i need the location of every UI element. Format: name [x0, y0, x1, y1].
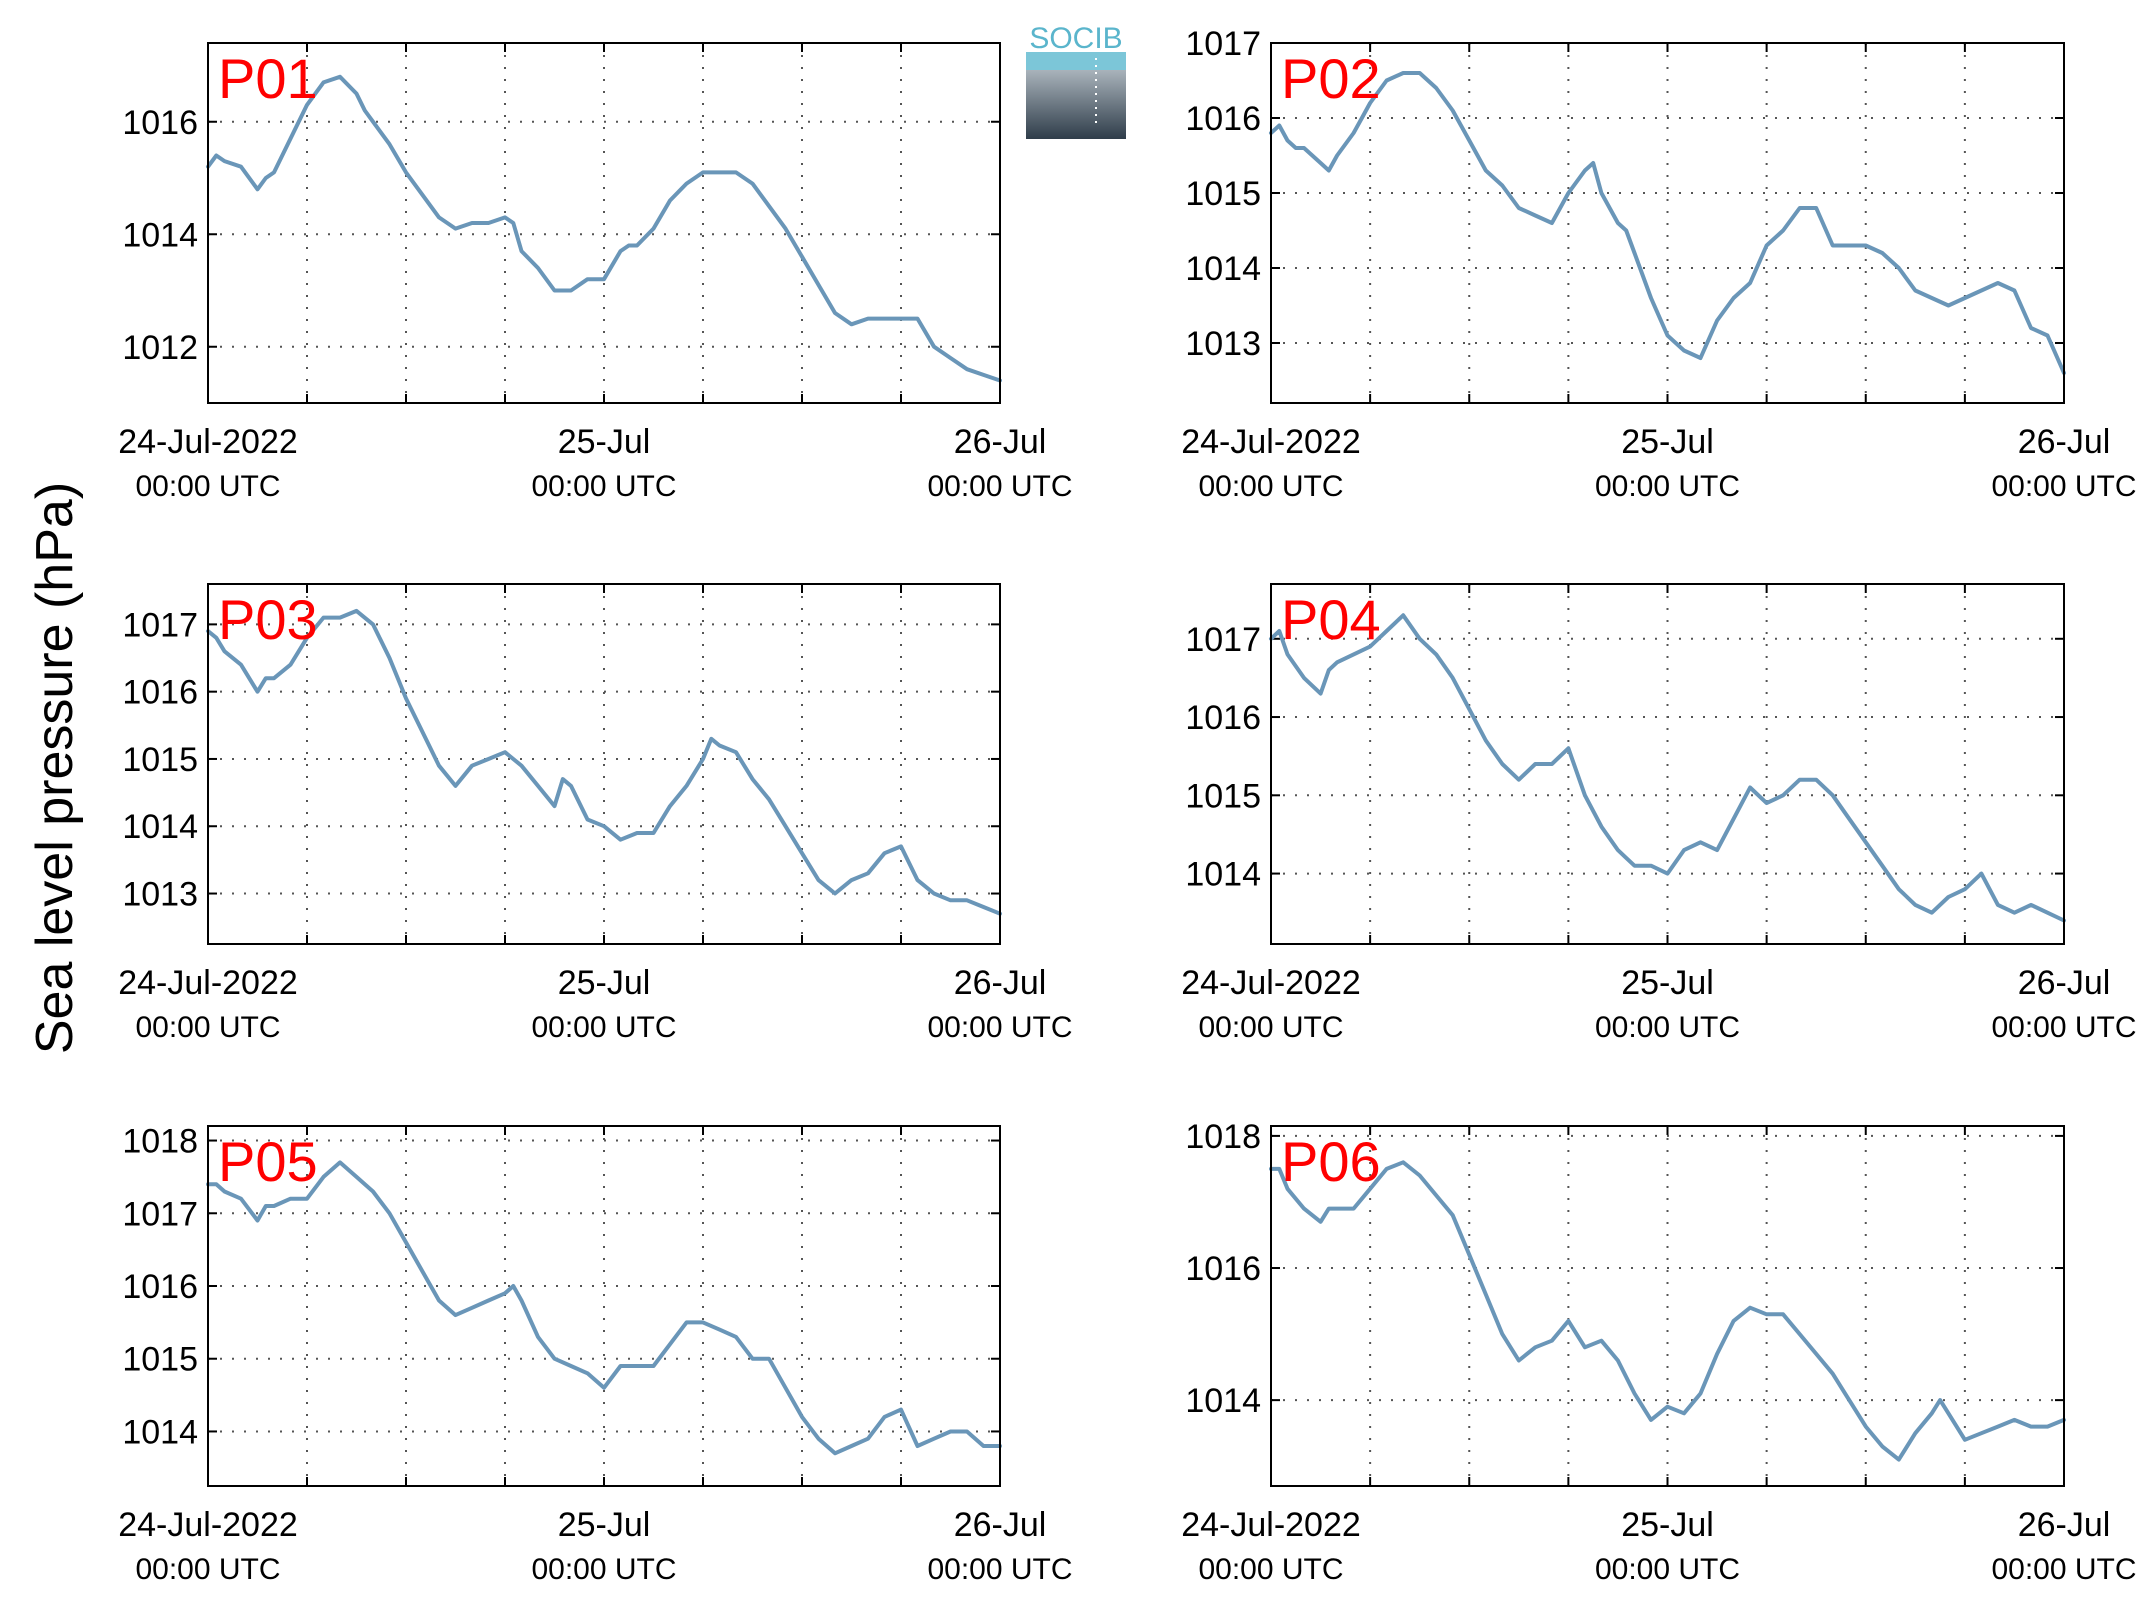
- station-label: P01: [218, 47, 318, 110]
- x-tick-time-label: 00:00 UTC: [1991, 1553, 2136, 1586]
- x-tick-date-label: 25-Jul: [558, 964, 651, 1002]
- y-tick-label: 1016: [122, 1268, 198, 1306]
- x-tick-date-label: 26-Jul: [2018, 1506, 2111, 1544]
- station-label: P06: [1281, 1130, 1381, 1193]
- x-tick-time-label: 00:00 UTC: [1595, 1011, 1740, 1044]
- x-tick-time-label: 00:00 UTC: [1991, 1011, 2136, 1044]
- x-tick-time-label: 00:00 UTC: [1991, 470, 2136, 503]
- axes-frame: [1270, 42, 2065, 404]
- x-tick-time-label: 00:00 UTC: [531, 1553, 676, 1586]
- station-label: P05: [218, 1130, 318, 1193]
- y-tick-label: 1012: [122, 329, 198, 367]
- x-tick-time-label: 00:00 UTC: [1198, 470, 1343, 503]
- x-tick-time-label: 00:00 UTC: [531, 1011, 676, 1044]
- chart-panel-p04: 1014 1015 1016 1017 24-Jul-2022 00:00 UTC 25-J…: [1181, 583, 2137, 1044]
- y-tick-label: 1015: [122, 741, 198, 779]
- chart-panel-p02: 1013 1014 1015 1016 1017 24-Jul-2022 00:00 UTC…: [1181, 25, 2136, 503]
- y-tick-label: 1016: [1185, 699, 1261, 737]
- series-line: [1269, 613, 2066, 923]
- panels-container: 1012 1014 1016 24-Jul-2022 00:00 UTC 25-Jul 00…: [118, 25, 2136, 1586]
- axes-frame: [1270, 583, 2065, 945]
- logo-text: SOCIB: [1029, 22, 1122, 55]
- y-axis-label: Sea level pressure (hPa): [26, 482, 84, 1054]
- x-tick-date-label: 26-Jul: [954, 423, 1047, 461]
- y-tick-label: 1016: [1185, 100, 1261, 138]
- y-tick-label: 1016: [1185, 1250, 1261, 1288]
- x-tick-date-label: 24-Jul-2022: [1181, 964, 1361, 1002]
- axes-frame: [207, 42, 1001, 404]
- y-tick-label: 1014: [122, 1413, 198, 1451]
- x-tick-time-label: 00:00 UTC: [927, 470, 1072, 503]
- y-tick-label: 1014: [122, 808, 198, 846]
- x-tick-time-label: 00:00 UTC: [1198, 1011, 1343, 1044]
- station-label: P04: [1281, 588, 1381, 651]
- series-line: [1269, 1160, 2066, 1462]
- socib-logo: SOCIB: [1026, 22, 1126, 139]
- station-label: P02: [1281, 47, 1381, 110]
- y-tick-label: 1014: [1185, 856, 1261, 894]
- y-tick-label: 1017: [122, 1195, 198, 1233]
- y-tick-label: 1017: [122, 606, 198, 644]
- x-tick-date-label: 25-Jul: [558, 1506, 651, 1544]
- axes-frame: [207, 1125, 1001, 1487]
- x-tick-date-label: 24-Jul-2022: [1181, 423, 1361, 461]
- x-tick-time-label: 00:00 UTC: [1198, 1553, 1343, 1586]
- chart-panel-p01: 1012 1014 1016 24-Jul-2022 00:00 UTC 25-Jul 00…: [118, 42, 1073, 503]
- x-tick-time-label: 00:00 UTC: [1595, 1553, 1740, 1586]
- x-tick-time-label: 00:00 UTC: [135, 1011, 280, 1044]
- x-tick-date-label: 25-Jul: [1621, 964, 1714, 1002]
- y-tick-label: 1018: [1185, 1118, 1261, 1156]
- y-tick-label: 1015: [1185, 175, 1261, 213]
- x-tick-date-label: 26-Jul: [2018, 423, 2111, 461]
- x-tick-date-label: 24-Jul-2022: [1181, 1506, 1361, 1544]
- y-tick-label: 1016: [122, 674, 198, 712]
- y-tick-label: 1014: [1185, 1382, 1261, 1420]
- x-tick-date-label: 24-Jul-2022: [118, 423, 298, 461]
- station-label: P03: [218, 588, 318, 651]
- y-tick-label: 1017: [1185, 25, 1261, 63]
- x-tick-date-label: 25-Jul: [1621, 1506, 1714, 1544]
- x-tick-time-label: 00:00 UTC: [135, 470, 280, 503]
- x-tick-date-label: 24-Jul-2022: [118, 964, 298, 1002]
- x-tick-date-label: 25-Jul: [558, 423, 651, 461]
- chart-panel-p06: 1014 1016 1018 24-Jul-2022 00:00 UTC 25-Jul 00…: [1181, 1118, 2136, 1586]
- axes-frame: [207, 583, 1001, 945]
- y-tick-label: 1013: [122, 876, 198, 914]
- y-tick-label: 1018: [122, 1123, 198, 1161]
- x-tick-date-label: 25-Jul: [1621, 423, 1714, 461]
- x-tick-time-label: 00:00 UTC: [531, 470, 676, 503]
- y-tick-label: 1016: [122, 104, 198, 142]
- x-tick-date-label: 26-Jul: [2018, 964, 2111, 1002]
- x-tick-time-label: 00:00 UTC: [927, 1553, 1072, 1586]
- series-line: [206, 74, 1002, 383]
- logo-block: [1026, 70, 1126, 139]
- logo-wave-band: [1026, 52, 1126, 70]
- y-tick-label: 1013: [1185, 325, 1261, 363]
- y-tick-label: 1014: [122, 216, 198, 254]
- x-tick-date-label: 24-Jul-2022: [118, 1506, 298, 1544]
- series-line: [206, 1160, 1002, 1456]
- x-tick-date-label: 26-Jul: [954, 1506, 1047, 1544]
- chart-panel-p05: 1014 1015 1016 1017 1018 24-Jul-2022 00:00 UTC…: [118, 1123, 1072, 1586]
- x-tick-date-label: 26-Jul: [954, 964, 1047, 1002]
- chart-panel-p03: 1013 1014 1015 1016 1017 24-Jul-2022 00:00 UTC…: [118, 583, 1073, 1044]
- y-tick-label: 1014: [1185, 250, 1261, 288]
- y-tick-label: 1017: [1185, 621, 1261, 659]
- x-tick-time-label: 00:00 UTC: [1595, 470, 1740, 503]
- axes-frame: [1270, 1125, 2065, 1487]
- y-tick-label: 1015: [1185, 777, 1261, 815]
- series-line: [1269, 71, 2066, 375]
- x-tick-time-label: 00:00 UTC: [135, 1553, 280, 1586]
- series-line: [206, 608, 1002, 916]
- x-tick-time-label: 00:00 UTC: [927, 1011, 1072, 1044]
- y-tick-label: 1015: [122, 1341, 198, 1379]
